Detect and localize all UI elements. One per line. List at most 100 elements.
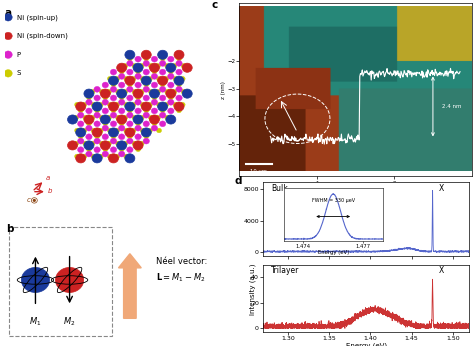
Circle shape bbox=[4, 70, 12, 77]
Circle shape bbox=[91, 154, 96, 159]
Circle shape bbox=[125, 102, 135, 111]
Circle shape bbox=[92, 128, 102, 137]
Circle shape bbox=[109, 128, 118, 137]
Circle shape bbox=[83, 141, 88, 146]
Circle shape bbox=[83, 115, 88, 120]
Circle shape bbox=[106, 115, 111, 120]
Circle shape bbox=[123, 115, 128, 120]
Circle shape bbox=[110, 95, 117, 101]
Circle shape bbox=[151, 56, 158, 62]
Circle shape bbox=[136, 121, 141, 126]
Circle shape bbox=[78, 138, 84, 144]
Circle shape bbox=[94, 147, 100, 153]
Circle shape bbox=[127, 61, 133, 66]
Circle shape bbox=[141, 50, 151, 60]
Circle shape bbox=[78, 108, 83, 113]
Circle shape bbox=[143, 112, 149, 118]
Circle shape bbox=[90, 89, 95, 94]
X-axis label: x (μm): x (μm) bbox=[346, 187, 365, 192]
Circle shape bbox=[108, 128, 112, 133]
Circle shape bbox=[67, 115, 78, 124]
Circle shape bbox=[123, 89, 128, 94]
Circle shape bbox=[108, 76, 112, 81]
Circle shape bbox=[141, 128, 151, 137]
Circle shape bbox=[118, 82, 125, 88]
Circle shape bbox=[124, 128, 129, 133]
Circle shape bbox=[135, 108, 141, 114]
Circle shape bbox=[127, 112, 133, 118]
Circle shape bbox=[4, 51, 12, 58]
Circle shape bbox=[108, 154, 112, 159]
Circle shape bbox=[86, 121, 91, 126]
Circle shape bbox=[100, 89, 110, 98]
Circle shape bbox=[116, 89, 120, 94]
Circle shape bbox=[125, 128, 135, 137]
Circle shape bbox=[115, 128, 119, 133]
Circle shape bbox=[140, 102, 145, 107]
Circle shape bbox=[133, 63, 143, 72]
Circle shape bbox=[160, 56, 165, 61]
Circle shape bbox=[86, 108, 92, 114]
Circle shape bbox=[127, 138, 133, 144]
Circle shape bbox=[110, 112, 117, 118]
Circle shape bbox=[94, 112, 100, 118]
Circle shape bbox=[158, 102, 168, 111]
Circle shape bbox=[118, 73, 125, 79]
Circle shape bbox=[109, 76, 118, 85]
Circle shape bbox=[118, 134, 125, 140]
Circle shape bbox=[102, 125, 109, 131]
Circle shape bbox=[132, 115, 137, 120]
Circle shape bbox=[155, 89, 161, 94]
Circle shape bbox=[132, 89, 137, 94]
Circle shape bbox=[76, 154, 86, 163]
Circle shape bbox=[84, 141, 94, 150]
Circle shape bbox=[152, 121, 157, 126]
Circle shape bbox=[174, 102, 184, 111]
Circle shape bbox=[123, 64, 128, 68]
Circle shape bbox=[159, 121, 166, 127]
Circle shape bbox=[124, 102, 129, 107]
Circle shape bbox=[100, 141, 110, 150]
Circle shape bbox=[125, 154, 135, 163]
Circle shape bbox=[117, 115, 127, 124]
FancyArrow shape bbox=[118, 254, 141, 318]
Text: Néel vector:: Néel vector: bbox=[156, 257, 207, 266]
Circle shape bbox=[159, 86, 166, 92]
Circle shape bbox=[132, 64, 137, 68]
Circle shape bbox=[168, 95, 173, 100]
Circle shape bbox=[103, 121, 108, 126]
Circle shape bbox=[98, 102, 103, 107]
Circle shape bbox=[166, 115, 176, 124]
Circle shape bbox=[173, 76, 178, 81]
Circle shape bbox=[149, 63, 159, 72]
Circle shape bbox=[128, 134, 132, 139]
Circle shape bbox=[127, 86, 133, 92]
Circle shape bbox=[147, 76, 152, 81]
Circle shape bbox=[180, 102, 185, 107]
Circle shape bbox=[141, 76, 151, 85]
Circle shape bbox=[94, 86, 100, 92]
Circle shape bbox=[149, 89, 159, 98]
Circle shape bbox=[108, 102, 112, 107]
Circle shape bbox=[98, 154, 103, 159]
Circle shape bbox=[148, 89, 154, 94]
Circle shape bbox=[74, 102, 80, 107]
Circle shape bbox=[159, 69, 166, 75]
Circle shape bbox=[91, 128, 96, 133]
Circle shape bbox=[151, 82, 158, 88]
Circle shape bbox=[86, 147, 91, 152]
Circle shape bbox=[143, 95, 149, 101]
Circle shape bbox=[136, 147, 141, 152]
Circle shape bbox=[182, 89, 192, 98]
Circle shape bbox=[100, 115, 110, 124]
Circle shape bbox=[21, 267, 50, 292]
Circle shape bbox=[106, 141, 111, 146]
Circle shape bbox=[143, 69, 149, 75]
Circle shape bbox=[176, 86, 182, 92]
Circle shape bbox=[123, 141, 128, 146]
Circle shape bbox=[148, 115, 154, 120]
Text: Trilayer: Trilayer bbox=[271, 266, 300, 275]
Circle shape bbox=[92, 154, 102, 163]
Text: Ni (spin-down): Ni (spin-down) bbox=[17, 33, 68, 39]
Circle shape bbox=[86, 151, 92, 157]
